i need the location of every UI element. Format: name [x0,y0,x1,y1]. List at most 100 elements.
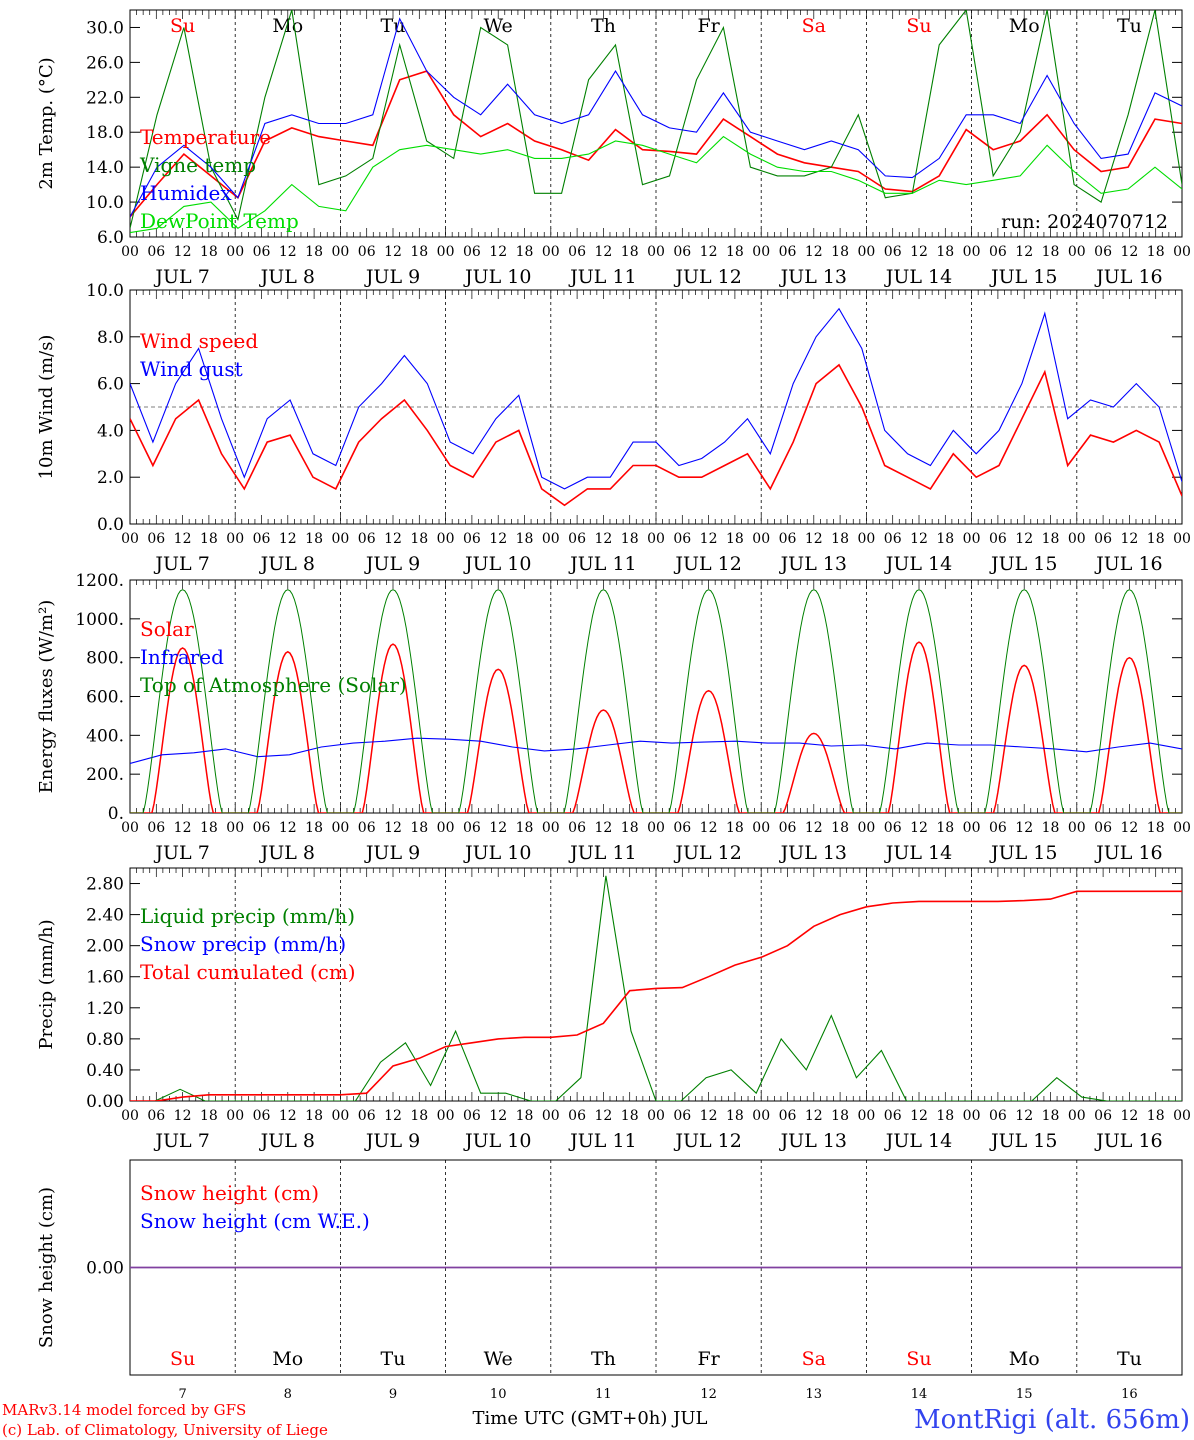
date-label: JUL 12 [673,1130,741,1152]
y-tick-label: 1.60 [86,968,124,988]
date-label: JUL 15 [989,1130,1057,1152]
hour-tick-label: 00 [647,820,665,836]
y-tick-label: 0.80 [86,1030,124,1050]
weekday-label: Tu [381,15,406,37]
hour-tick-label: 18 [305,1108,323,1124]
hour-tick-label: 18 [1042,1108,1060,1124]
hour-tick-label: 00 [1068,820,1086,836]
hour-tick-label: 00 [542,820,560,836]
weekday-label: Mo [1009,1348,1040,1370]
y-tick-label: 30.0 [86,18,124,38]
hour-tick-label: 00 [542,531,560,547]
legend-entry: Snow height (cm) [140,1181,319,1205]
hour-tick-label: 00 [647,1108,665,1124]
hour-tick-label: 18 [1042,244,1060,260]
hour-tick-label: 18 [936,244,954,260]
weekday-label: Su [906,1348,931,1370]
hour-tick-label: 12 [1015,1108,1033,1124]
hour-tick-label: 06 [779,531,797,547]
hour-tick-label: 12 [279,244,297,260]
date-label: JUL 8 [259,842,315,864]
hour-tick-label: 06 [1094,244,1112,260]
hour-tick-label: 12 [594,1108,612,1124]
y-tick-label: 600. [86,688,124,708]
y-tick-label: 1000. [75,610,124,630]
y-tick-label: 10.0 [86,281,124,301]
date-label: JUL 10 [463,842,531,864]
hour-tick-label: 06 [358,1108,376,1124]
hour-tick-label: 06 [358,531,376,547]
hour-tick-label: 00 [226,531,244,547]
hour-tick-label: 00 [437,531,455,547]
hour-tick-label: 18 [410,820,428,836]
hour-tick-label: 06 [463,244,481,260]
y-tick-label: 0. [108,804,124,824]
weekday-label: Su [170,1348,195,1370]
hour-tick-label: 12 [384,1108,402,1124]
hour-tick-label: 06 [989,531,1007,547]
hour-tick-label: 18 [305,531,323,547]
hour-tick-label: 00 [331,1108,349,1124]
hour-tick-label: 18 [831,1108,849,1124]
date-label: JUL 14 [884,842,952,864]
hour-tick-label: 00 [1068,531,1086,547]
legend-entry: Top of Atmosphere (Solar) [140,673,407,697]
day-number-label: 15 [1016,1387,1033,1402]
weekday-label: Mo [272,15,303,37]
hour-tick-label: 12 [700,531,718,547]
hour-tick-label: 18 [200,531,218,547]
hour-tick-label: 00 [437,820,455,836]
hour-tick-label: 18 [305,244,323,260]
hour-tick-label: 12 [594,244,612,260]
hour-tick-label: 06 [463,531,481,547]
series-solar [130,641,1182,813]
hour-tick-label: 06 [147,531,165,547]
hour-tick-label: 18 [200,244,218,260]
hour-tick-label: 18 [936,1108,954,1124]
date-label: JUL 7 [153,1130,209,1152]
hour-tick-label: 00 [121,531,139,547]
panel-5: 0.00 Snow height (cm) Su 7 Mo 8 Tu 9 We 10 Th 11 Fr 1… [36,1159,1183,1402]
panel-2: 0.0 2.0 4.0 6.0 8.0 10.0 10m Wind (m/s) 00 06 12 1… [36,281,1191,575]
y-axis-title: 2m Temp. (°C) [36,57,57,189]
hour-tick-label: 18 [621,531,639,547]
date-label: JUL 12 [673,842,741,864]
hour-tick-label: 18 [1042,531,1060,547]
hour-tick-label: 06 [568,1108,586,1124]
hour-tick-label: 18 [410,244,428,260]
day-number-label: 9 [389,1387,397,1402]
hour-tick-label: 06 [673,244,691,260]
hour-tick-label: 06 [253,531,271,547]
legend-entry: Infrared [140,645,224,669]
date-label: JUL 8 [259,1130,315,1152]
hour-tick-label: 00 [226,820,244,836]
hour-tick-label: 00 [542,1108,560,1124]
svg-text:00: 00 [1173,1108,1191,1124]
hour-tick-label: 18 [200,1108,218,1124]
hour-tick-label: 12 [174,1108,192,1124]
hour-tick-label: 00 [226,1108,244,1124]
date-label: JUL 14 [884,1130,952,1152]
series-top-of-atmosphere-solar [130,589,1182,813]
hour-tick-label: 06 [884,244,902,260]
hour-tick-label: 00 [963,531,981,547]
date-label: JUL 13 [779,266,847,288]
y-tick-label: 400. [86,726,124,746]
hour-tick-label: 12 [384,531,402,547]
hour-tick-label: 12 [910,531,928,547]
hour-tick-label: 18 [305,820,323,836]
series-humidex [130,17,1182,218]
hour-tick-label: 18 [936,531,954,547]
day-number-label: 13 [806,1387,823,1402]
hour-tick-label: 12 [805,1108,823,1124]
hour-tick-label: 00 [647,244,665,260]
legend-entry: Solar [140,617,194,641]
hour-tick-label: 18 [621,820,639,836]
hour-tick-label: 06 [1094,820,1112,836]
date-label: JUL 16 [1094,1130,1162,1152]
station-name: MontRigi (alt. 656m) [914,1405,1190,1435]
hour-tick-label: 12 [174,531,192,547]
hour-tick-label: 18 [516,1108,534,1124]
hour-tick-label: 06 [779,244,797,260]
